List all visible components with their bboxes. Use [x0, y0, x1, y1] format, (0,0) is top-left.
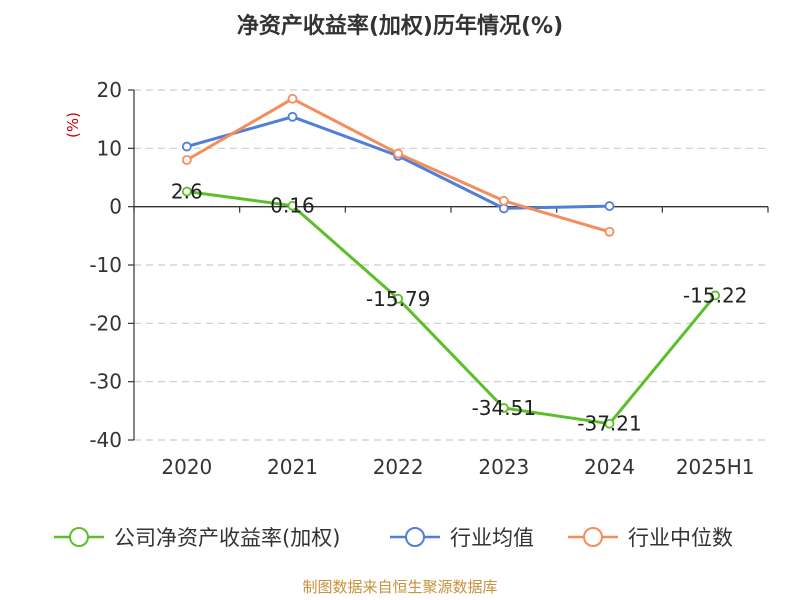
data-label: -34.51 [472, 396, 536, 420]
x-tick-label: 2024 [584, 455, 635, 479]
x-tick-label: 2023 [478, 455, 529, 479]
data-point [604, 201, 615, 211]
data-point [181, 155, 192, 165]
y-tick-label: 20 [97, 78, 122, 102]
data-label: -15.22 [683, 283, 747, 307]
x-tick-label: 2020 [161, 455, 212, 479]
series-line [186, 190, 717, 426]
legend-marker [583, 527, 603, 547]
data-point [604, 226, 615, 237]
data-point [287, 200, 298, 211]
legend-label: 行业均值 [450, 526, 534, 550]
chart-title: 净资产收益率(加权)历年情况(%) [237, 13, 563, 39]
legend: 公司净资产收益率(加权) 行业均值 行业中位数 [54, 526, 733, 550]
y-tick-label: 10 [97, 136, 122, 160]
data-point [181, 186, 192, 197]
data-label: -15.79 [366, 287, 430, 311]
y-tick-label: -30 [89, 370, 122, 394]
y-tick-label: 0 [109, 195, 122, 219]
data-labels: 2.6 0.16 -15.79 -34.51 -37.21 -15.22 [171, 180, 747, 436]
data-point [498, 195, 509, 206]
y-tick-label: -10 [89, 253, 122, 277]
y-tick-label: -20 [89, 311, 122, 335]
data-point [710, 290, 721, 301]
legend-marker [69, 527, 89, 547]
data-point [181, 141, 192, 152]
legend-label: 公司净资产收益率(加权) [114, 526, 340, 550]
series-lines [181, 93, 721, 429]
data-label: -37.21 [577, 412, 641, 436]
data-point [604, 418, 615, 429]
y-axis-unit: (%) [64, 112, 82, 138]
legend-label: 行业中位数 [628, 526, 733, 550]
x-tick-label: 2021 [267, 455, 318, 479]
data-point [287, 93, 298, 104]
legend-marker [405, 527, 425, 547]
data-label: 2.6 [171, 180, 203, 204]
data-point [393, 148, 404, 159]
axes: 20 10 0 -10 -20 -30 -40 2020 2021 2022 2023 2024 202… [89, 78, 769, 479]
series-line [186, 97, 610, 234]
data-point [393, 293, 404, 304]
source-note: 制图数据来自恒生聚源数据库 [302, 578, 497, 596]
data-point [287, 111, 298, 122]
grid-lines [134, 89, 768, 441]
y-tick-label: -40 [89, 428, 122, 452]
x-tick-label: 2022 [373, 455, 424, 479]
x-tick-label: 2025H1 [676, 455, 755, 479]
data-point [498, 403, 509, 413]
data-label: 0.16 [270, 194, 315, 218]
series-line [186, 115, 610, 210]
